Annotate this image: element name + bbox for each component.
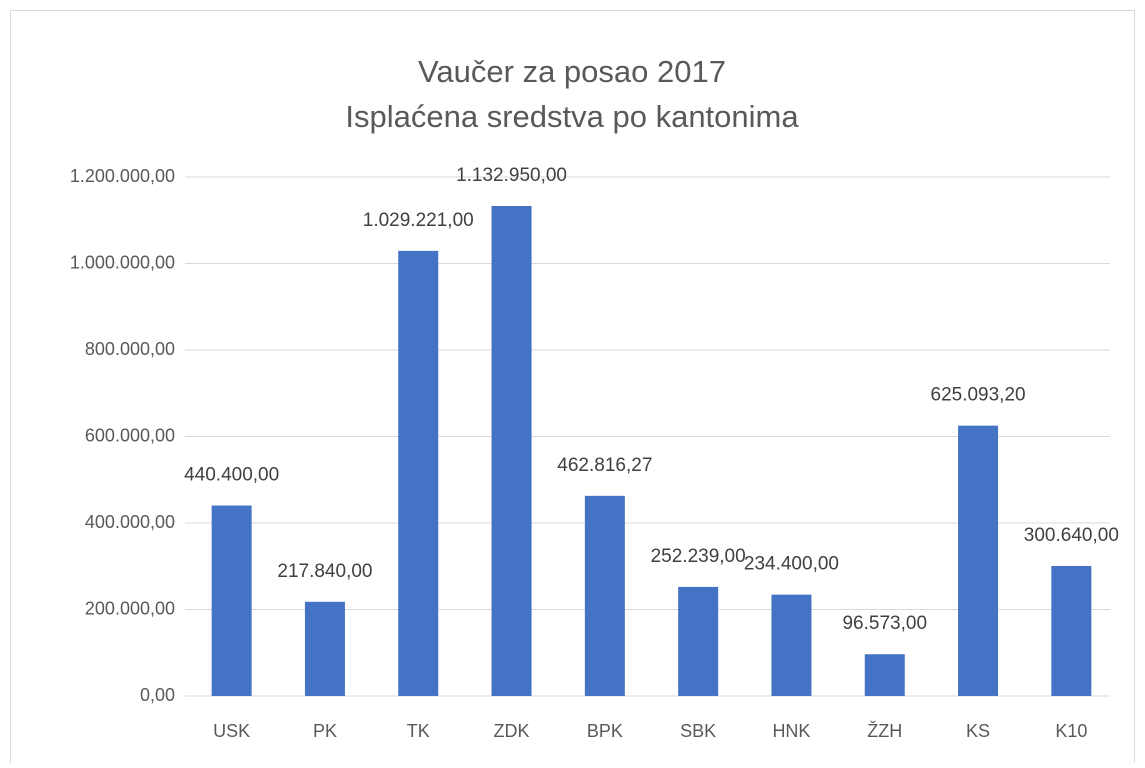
y-tick-label: 800.000,00 — [85, 339, 175, 359]
bar — [211, 505, 252, 696]
x-tick-label: HNK — [772, 721, 810, 741]
x-tick-label: USK — [213, 721, 250, 741]
data-label: 252.239,00 — [651, 546, 746, 567]
y-tick-label: 1.200.000,00 — [70, 166, 175, 186]
y-tick-label: 0,00 — [140, 685, 175, 705]
bar — [864, 654, 905, 696]
bar — [678, 586, 719, 696]
y-tick-label: 1.000.000,00 — [70, 252, 175, 272]
x-tick-label: TK — [407, 721, 430, 741]
data-label: 440.400,00 — [184, 465, 279, 486]
bar — [304, 601, 345, 696]
x-tick-label: K10 — [1055, 721, 1087, 741]
x-tick-label: ŽZH — [867, 721, 902, 741]
chart-border — [10, 10, 1135, 768]
data-label: 625.093,20 — [931, 385, 1026, 406]
data-label: 234.400,00 — [744, 554, 839, 575]
y-tick-label: 200.000,00 — [85, 598, 175, 618]
data-label: 300.640,00 — [1024, 525, 1119, 546]
data-label: 1.132.950,00 — [456, 165, 567, 186]
x-tick-label: PK — [313, 721, 337, 741]
data-label: 462.816,27 — [557, 455, 652, 476]
x-tick-label: SBK — [680, 721, 716, 741]
data-label: 217.840,00 — [277, 561, 372, 582]
bar — [771, 594, 812, 696]
chart-subtitle: Isplaćena sredstva po kantonima — [345, 99, 799, 134]
chart-title: Vaučer za posao 2017 — [418, 54, 726, 89]
bar — [398, 250, 439, 696]
bar — [958, 425, 999, 696]
x-tick-label: ZDK — [494, 721, 530, 741]
bar — [584, 495, 625, 696]
y-tick-label: 400.000,00 — [85, 512, 175, 532]
x-tick-label: KS — [966, 721, 990, 741]
data-label: 1.029.221,00 — [363, 210, 474, 231]
x-tick-label: BPK — [587, 721, 623, 741]
y-tick-label: 600.000,00 — [85, 425, 175, 445]
bar — [1051, 565, 1092, 696]
bar — [491, 205, 532, 696]
data-label: 96.573,00 — [842, 613, 927, 634]
